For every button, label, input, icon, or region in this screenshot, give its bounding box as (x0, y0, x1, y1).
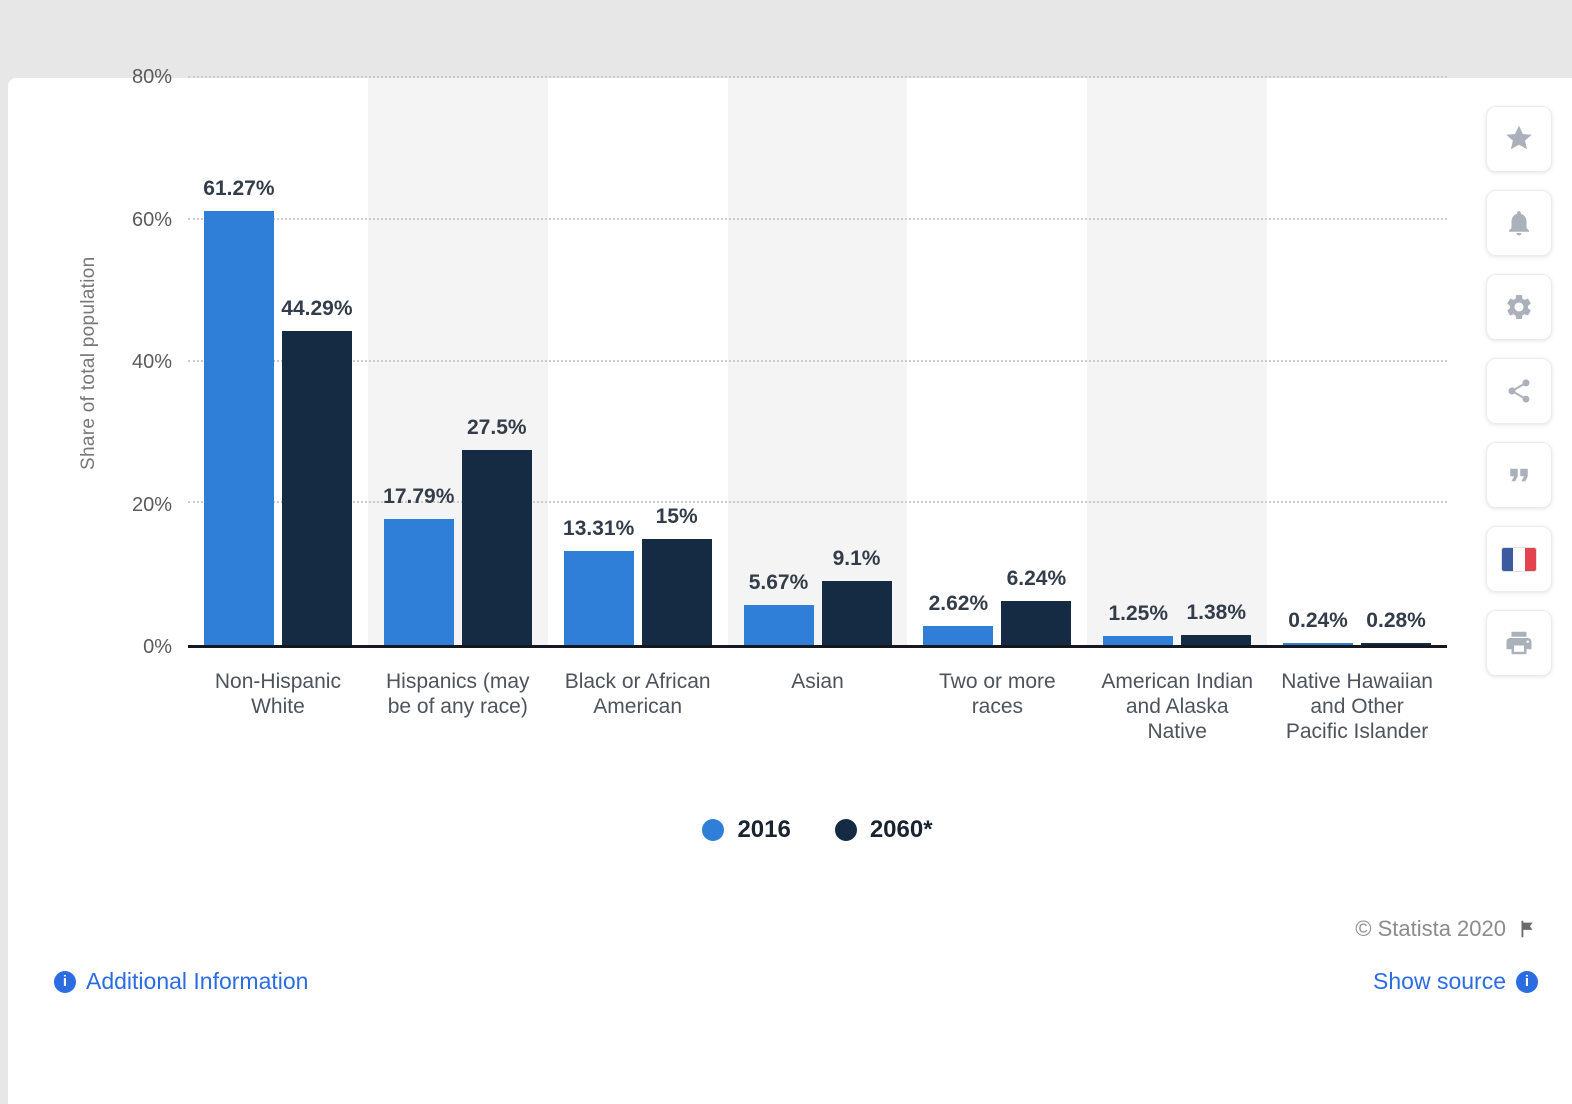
gridline (188, 501, 1447, 504)
value-label: 0.28% (1366, 609, 1426, 633)
bar-2060-2: 27.5% (461, 416, 532, 645)
additional-information-link[interactable]: i Additional Information (54, 968, 308, 995)
value-label: 15% (655, 504, 698, 528)
star-icon (1506, 125, 1532, 150)
legend-dot (702, 819, 725, 842)
share-button[interactable] (1486, 358, 1552, 424)
value-label: 2.62% (928, 592, 989, 616)
category-column: 1.25% 1.38% (1087, 78, 1267, 645)
legend: 2016 2060* (188, 816, 1447, 844)
y-axis-tick-label: 80% (131, 66, 172, 88)
x-axis-label: Black or African American (564, 670, 711, 718)
value-label: 61.27% (203, 176, 275, 200)
value-label: 9.1% (832, 546, 881, 570)
value-label: 1.25% (1108, 602, 1168, 626)
plot-outer: Share of total population 0% 20% 40% 60% 80%… (78, 66, 1447, 658)
settings-button[interactable] (1486, 274, 1552, 340)
x-axis-label: American Indian and Alaska Native (1101, 670, 1254, 743)
plot-columns: 61.27% 44.29% 17.79% 27.5% 13.31% 15% 5.67% 9.1… (188, 78, 1447, 645)
bar-2016-5: 2.62% (923, 592, 994, 645)
x-axis-label: Two or more races (939, 670, 1056, 718)
value-label: 17.79% (383, 484, 455, 508)
cite-button[interactable] (1486, 442, 1552, 508)
gear-icon (1507, 294, 1531, 319)
bar-2016-2: 17.79% (383, 485, 454, 645)
copyright-row: © Statista 2020 (8, 916, 1538, 942)
share-icon (1508, 379, 1530, 403)
bell-icon (1509, 211, 1529, 236)
category-column: 13.31% 15% (548, 78, 728, 645)
y-axis-tick-label: 0% (143, 636, 172, 658)
side-toolbar (1486, 106, 1552, 676)
column-band (727, 78, 908, 645)
bar-2060-3: 15% (641, 505, 712, 645)
y-axis-title: Share of total population (78, 256, 99, 470)
bar-2060-1: 44.29% (281, 297, 353, 645)
value-label: 13.31% (563, 516, 635, 540)
copyright-text: © Statista 2020 (1355, 916, 1506, 942)
quote-icon (1510, 468, 1528, 482)
favorite-button[interactable] (1486, 106, 1552, 172)
legend-label: 2060* (869, 816, 933, 844)
x-axis-label: Hispanics (may be of any race) (386, 670, 530, 718)
legend-item-2060[interactable]: 2060* (834, 816, 933, 844)
bar-2016-4: 5.67% (743, 571, 814, 645)
flag-fr-icon (1501, 546, 1537, 572)
x-axis-label: Native Hawaiian and Other Pacific Island… (1281, 670, 1433, 743)
x-axis-label: Non-Hispanic White (214, 670, 341, 718)
show-source-link[interactable]: Show source i (1373, 968, 1538, 995)
gridline (188, 217, 1447, 220)
category-column: 5.67% 9.1% (728, 78, 908, 645)
info-icon: i (1516, 970, 1538, 993)
print-button[interactable] (1486, 610, 1552, 676)
bar-2060-4: 9.1% (821, 547, 892, 645)
additional-information-label: Additional Information (86, 968, 309, 995)
bar-2016-7: 0.24% (1283, 609, 1354, 645)
value-label: 27.5% (467, 416, 527, 440)
x-axis-label: Asian (791, 670, 844, 693)
info-icon: i (54, 970, 76, 993)
legend-dot (834, 819, 857, 842)
y-axis-tick-label: 20% (131, 493, 172, 516)
plot-area: 61.27% 44.29% 17.79% 27.5% 13.31% 15% 5.67% 9.1… (188, 76, 1447, 648)
bar-2060-7: 0.28% (1361, 609, 1432, 645)
language-button[interactable] (1486, 526, 1552, 592)
bar-2060-5: 6.24% (1001, 567, 1072, 645)
bar-2016-6: 1.25% (1103, 602, 1174, 645)
value-label: 44.29% (281, 297, 353, 321)
bar-2016-3: 13.31% (563, 517, 634, 645)
category-column: 17.79% 27.5% (368, 78, 548, 645)
value-label: 1.38% (1186, 601, 1246, 625)
category-column: 2.62% 6.24% (907, 78, 1087, 645)
gridlines (188, 76, 1447, 645)
y-axis-tick-label: 60% (131, 208, 172, 231)
category-column: 61.27% 44.29% (188, 78, 368, 645)
y-axis-tick-label: 40% (131, 351, 172, 373)
print-icon (1506, 631, 1532, 655)
column-band (1087, 78, 1268, 645)
x-axis-labels: Non-Hispanic White Hispanics (may be of a… (188, 648, 1447, 744)
bar-2016-1: 61.27% (203, 177, 275, 645)
bar-2060-6: 1.38% (1181, 601, 1252, 645)
flag-icon (1521, 921, 1533, 938)
show-source-label: Show source (1373, 968, 1506, 995)
footer-links: i Additional Information Show source i (54, 968, 1538, 995)
value-label: 0.24% (1288, 609, 1348, 633)
legend-item-2016[interactable]: 2016 (702, 816, 791, 844)
category-column: 0.24% 0.28% (1267, 78, 1447, 645)
chart-card: Share of total population 0% 20% 40% 60% 80%… (8, 66, 1572, 1104)
gridline (188, 359, 1447, 362)
legend-label: 2016 (737, 816, 791, 844)
value-label: 5.67% (748, 570, 809, 594)
notifications-button[interactable] (1486, 190, 1552, 256)
gridline (188, 76, 1447, 78)
value-label: 6.24% (1006, 566, 1067, 590)
